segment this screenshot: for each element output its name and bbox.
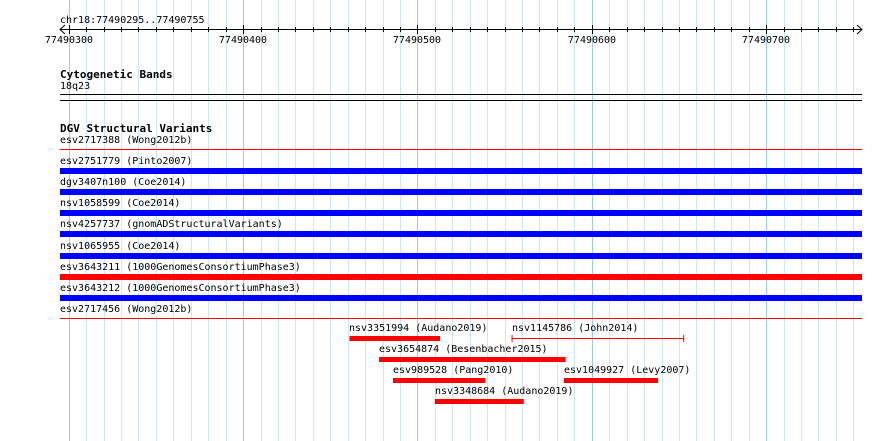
dgv-variant-label: esv3643212 (1000GenomesConsortiumPhase3) [60, 283, 301, 294]
dgv-variant-label: nsv1058599 (Coe2014) [60, 198, 181, 209]
ruler-tick-label: 77490500 [392, 35, 442, 46]
dgv-variant-bar [60, 168, 862, 174]
ruler-right-arrow [856, 24, 863, 35]
dgv-packed-label: nsv1145786 (John2014) [512, 323, 639, 334]
ruler-range-label: chr18:77490295..77490755 [60, 15, 205, 26]
dgv-track-title: DGV Structural Variants [60, 122, 213, 135]
dgv-packed-label: nsv3348684 (Audano2019) [435, 386, 574, 397]
dgv-packed-label: esv3654874 (Besenbacher2015) [379, 344, 548, 355]
dgv-packed-bar [349, 336, 441, 341]
dgv-packed-bar [434, 399, 524, 404]
ruler-tick-label: 77490700 [741, 35, 791, 46]
dgv-packed-bar [393, 378, 486, 383]
dgv-packed-label: esv1049927 (Levy2007) [564, 365, 691, 376]
dgv-variant-label: esv2717456 (Wong2012b) [60, 304, 193, 315]
cytogenetic-bands-title: Cytogenetic Bands [60, 68, 173, 81]
dgv-packed-label: nsv3351994 (Audano2019) [349, 323, 488, 334]
dgv-variant-label: esv2717388 (Wong2012b) [60, 135, 193, 146]
dgv-packed-label: esv989528 (Pang2010) [393, 365, 514, 376]
dgv-variant-bar [60, 231, 862, 237]
dgv-packed-bar [379, 357, 566, 362]
cytoband-label: 18q23 [60, 81, 91, 92]
dgv-variant-label: nsv1065955 (Coe2014) [60, 241, 181, 252]
dgv-variant-label: nsv4257737 (gnomADStructuralVariants) [60, 219, 283, 230]
dgv-variant-bar [60, 210, 862, 216]
ruler-tick-label: 77490600 [567, 35, 617, 46]
ruler-left-arrow [59, 24, 66, 35]
dgv-variant-bar [60, 189, 862, 195]
ruler-tick-label: 77490400 [218, 35, 268, 46]
dgv-variant-label: dgv3407n100 (Coe2014) [60, 177, 187, 188]
ruler-tick-label: 77490300 [44, 35, 94, 46]
dgv-variant-bar [60, 253, 862, 259]
dgv-variant-bar [60, 274, 862, 280]
dgv-packed-bar [563, 378, 659, 383]
dgv-variant-label: esv3643211 (1000GenomesConsortiumPhase3) [60, 262, 301, 273]
dgv-variant-label: esv2751779 (Pinto2007) [60, 156, 193, 167]
dgv-variant-bar [60, 295, 862, 301]
